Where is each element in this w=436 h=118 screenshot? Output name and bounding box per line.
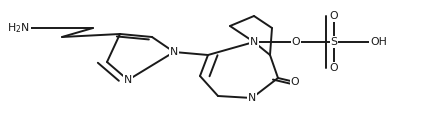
Text: O: O [330, 63, 338, 73]
Text: N: N [248, 93, 256, 103]
Text: N: N [124, 75, 132, 85]
Text: N: N [250, 37, 258, 47]
Text: OH: OH [370, 37, 387, 47]
Text: O: O [292, 37, 300, 47]
Text: O: O [291, 77, 299, 87]
Text: O: O [330, 11, 338, 21]
Text: N: N [170, 47, 178, 57]
Text: H$_2$N: H$_2$N [7, 21, 30, 35]
Text: S: S [330, 37, 337, 47]
